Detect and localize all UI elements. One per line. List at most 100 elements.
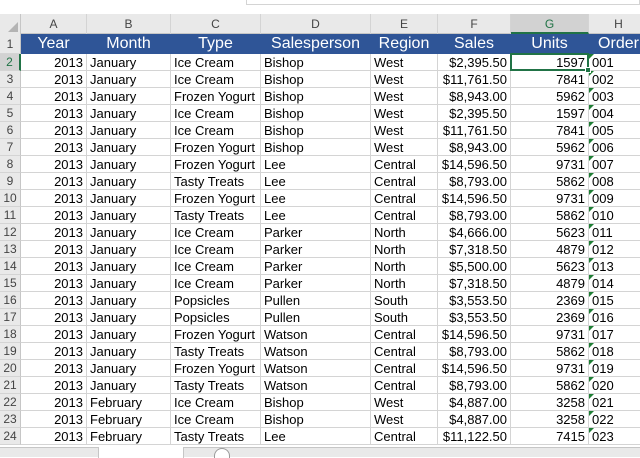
cell-year[interactable]: 2013 [21,326,87,343]
cell-sp[interactable]: Pullen [261,309,371,326]
cell-region[interactable]: Central [371,156,438,173]
cell-sp[interactable]: Watson [261,326,371,343]
cell-type[interactable]: Ice Cream [171,105,261,122]
cell-type[interactable]: Popsicles [171,309,261,326]
cell-units[interactable]: 2369 [511,309,589,326]
cell-type[interactable]: Tasty Treats [171,173,261,190]
row-header[interactable]: 22 [0,394,21,411]
cell-region[interactable]: Central [371,343,438,360]
row-header[interactable]: 6 [0,122,21,139]
cell-sales[interactable]: $11,761.50 [438,71,511,88]
cell-sales[interactable]: $8,943.00 [438,88,511,105]
cell-month[interactable]: February [87,394,171,411]
cell-month[interactable]: January [87,54,171,71]
cell-type[interactable]: Frozen Yogurt [171,88,261,105]
cell-month[interactable]: January [87,122,171,139]
cell-type[interactable]: Frozen Yogurt [171,139,261,156]
cell-sp[interactable]: Lee [261,207,371,224]
cell-type[interactable]: Ice Cream [171,224,261,241]
cell-region[interactable]: North [371,241,438,258]
cell-units[interactable]: 5862 [511,377,589,394]
cell-order[interactable]: 008 [589,173,640,190]
cell-region[interactable]: West [371,122,438,139]
header-cell-month[interactable]: Month [87,34,171,54]
cell-region[interactable]: West [371,88,438,105]
cell-units[interactable]: 9731 [511,326,589,343]
row-header[interactable]: 19 [0,343,21,360]
cell-month[interactable]: January [87,309,171,326]
cell-year[interactable]: 2013 [21,190,87,207]
cell-sp[interactable]: Watson [261,360,371,377]
cell-order[interactable]: 011 [589,224,640,241]
column-header-g[interactable]: G [511,14,589,34]
cell-region[interactable]: Central [371,173,438,190]
cell-month[interactable]: January [87,139,171,156]
cell-month[interactable]: February [87,428,171,445]
cell-units[interactable]: 7415 [511,428,589,445]
cell-region[interactable]: South [371,309,438,326]
cell-month[interactable]: January [87,360,171,377]
cell-month[interactable]: February [87,411,171,428]
row-header[interactable]: 8 [0,156,21,173]
cell-sales[interactable]: $11,122.50 [438,428,511,445]
cell-month[interactable]: January [87,258,171,275]
cell-sales[interactable]: $14,596.50 [438,156,511,173]
cell-units[interactable]: 3258 [511,411,589,428]
cell-order[interactable]: 021 [589,394,640,411]
cell-year[interactable]: 2013 [21,173,87,190]
cell-month[interactable]: January [87,207,171,224]
cell-sp[interactable]: Lee [261,156,371,173]
cell-sales[interactable]: $2,395.50 [438,105,511,122]
cell-order[interactable]: 006 [589,139,640,156]
cell-year[interactable]: 2013 [21,156,87,173]
cell-type[interactable]: Popsicles [171,292,261,309]
row-header[interactable]: 1 [0,34,21,54]
cell-type[interactable]: Ice Cream [171,258,261,275]
cell-sales[interactable]: $2,395.50 [438,54,511,71]
row-header[interactable]: 9 [0,173,21,190]
cell-units[interactable]: 5862 [511,343,589,360]
cell-order[interactable]: 012 [589,241,640,258]
horizontal-scroll-control[interactable] [214,448,230,458]
column-header-h[interactable]: H [589,14,640,34]
cell-sp[interactable]: Bishop [261,88,371,105]
cell-year[interactable]: 2013 [21,292,87,309]
cell-order[interactable]: 020 [589,377,640,394]
cell-type[interactable]: Ice Cream [171,275,261,292]
cell-sp[interactable]: Watson [261,377,371,394]
cell-month[interactable]: January [87,190,171,207]
cell-year[interactable]: 2013 [21,207,87,224]
cell-region[interactable]: Central [371,360,438,377]
row-header[interactable]: 24 [0,428,21,445]
cell-month[interactable]: January [87,292,171,309]
cell-type[interactable]: Frozen Yogurt [171,156,261,173]
row-header[interactable]: 5 [0,105,21,122]
cell-units[interactable]: 5962 [511,139,589,156]
cell-month[interactable]: January [87,275,171,292]
column-header-e[interactable]: E [371,14,438,34]
cell-sales[interactable]: $14,596.50 [438,190,511,207]
row-header[interactable]: 20 [0,360,21,377]
cell-order[interactable]: 019 [589,360,640,377]
cell-units[interactable]: 7841 [511,122,589,139]
header-cell-sales[interactable]: Sales [438,34,511,54]
column-header-f[interactable]: F [438,14,511,34]
cell-sales[interactable]: $4,887.00 [438,394,511,411]
cell-type[interactable]: Ice Cream [171,122,261,139]
header-cell-year[interactable]: Year [21,34,87,54]
cell-month[interactable]: January [87,71,171,88]
cell-order[interactable]: 023 [589,428,640,445]
cell-sales[interactable]: $8,943.00 [438,139,511,156]
column-header-b[interactable]: B [87,14,171,34]
cell-sp[interactable]: Pullen [261,292,371,309]
cell-type[interactable]: Tasty Treats [171,343,261,360]
cell-sp[interactable]: Bishop [261,105,371,122]
cell-sp[interactable]: Bishop [261,71,371,88]
cell-order[interactable]: 003 [589,88,640,105]
cell-order[interactable]: 014 [589,275,640,292]
cell-month[interactable]: January [87,377,171,394]
row-header[interactable]: 11 [0,207,21,224]
cell-year[interactable]: 2013 [21,71,87,88]
cell-units[interactable]: 1597 [511,54,589,71]
